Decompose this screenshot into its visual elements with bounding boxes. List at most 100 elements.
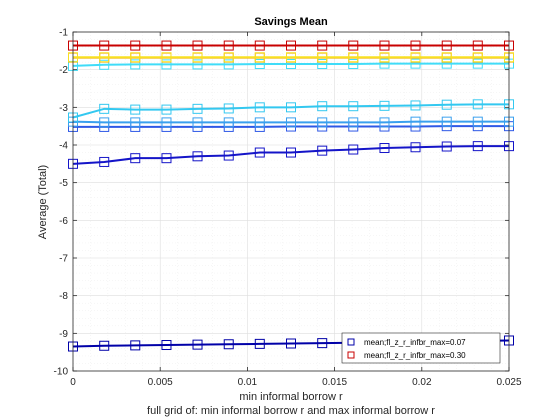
data-point-marker — [192, 103, 203, 114]
data-point-marker — [99, 156, 110, 167]
data-point-marker — [130, 117, 141, 128]
y-tick-label: -1 — [59, 28, 68, 39]
legend-box — [341, 332, 501, 364]
data-point-marker — [379, 52, 390, 63]
x-tick-label: 0.01 — [238, 377, 258, 388]
y-tick-label: -5 — [59, 178, 68, 189]
data-point-marker — [317, 40, 328, 51]
data-point-marker — [472, 116, 483, 127]
data-point-marker — [254, 52, 265, 63]
y-tick-label: -7 — [59, 254, 68, 265]
data-point-marker — [130, 104, 141, 115]
data-point-marker — [286, 117, 296, 128]
y-tick-label: -8 — [59, 291, 68, 302]
data-point-marker — [223, 103, 234, 114]
data-point-marker — [286, 59, 296, 70]
series-3 — [68, 116, 514, 128]
data-point-marker — [348, 101, 359, 112]
chart-title: Savings Mean — [254, 16, 328, 28]
data-point-marker — [286, 40, 296, 51]
data-point-marker — [348, 59, 359, 70]
data-point-marker — [254, 338, 265, 349]
series-line — [72, 62, 509, 67]
data-point-marker — [348, 40, 359, 51]
data-point-marker — [223, 59, 234, 70]
data-point-marker — [317, 117, 328, 128]
y-tick-label: -10 — [54, 367, 69, 378]
data-point-marker — [130, 59, 141, 70]
data-point-marker — [472, 141, 483, 152]
data-point-marker — [379, 143, 390, 154]
data-point-marker — [348, 117, 359, 128]
data-point-marker — [441, 116, 452, 127]
data-point-marker — [223, 339, 234, 350]
data-point-marker — [130, 340, 141, 351]
data-point-marker — [410, 52, 421, 63]
data-point-marker — [379, 58, 390, 69]
legend-label: mean;fl_z_r_infbr_max=0.07 — [364, 338, 466, 347]
data-point-marker — [192, 339, 203, 350]
data-point-marker — [130, 52, 141, 63]
data-point-marker — [317, 338, 328, 349]
y-tick-label: -3 — [59, 103, 68, 114]
data-point-marker — [99, 52, 110, 63]
data-point-marker — [192, 52, 203, 63]
series-line — [72, 103, 509, 119]
plot-area — [73, 32, 509, 371]
y-tick-label: -2 — [59, 65, 68, 76]
data-point-marker — [410, 40, 421, 51]
data-point-marker — [286, 147, 296, 158]
series-4 — [68, 99, 514, 123]
data-point-marker — [254, 102, 265, 113]
data-point-marker — [410, 58, 421, 69]
data-point-marker — [472, 99, 483, 110]
data-point-marker — [379, 100, 390, 111]
data-point-marker — [410, 142, 421, 153]
data-point-marker — [348, 52, 359, 63]
x-tick-label: 0.02 — [412, 377, 432, 388]
data-point-marker — [254, 59, 265, 70]
data-point-marker — [254, 40, 265, 51]
data-point-marker — [410, 116, 421, 127]
data-point-marker — [161, 104, 172, 115]
data-point-marker — [223, 117, 234, 128]
data-point-marker — [441, 141, 452, 152]
grid — [73, 32, 509, 371]
data-point-marker — [161, 59, 172, 70]
x-axis-label: min informal borrow r — [239, 391, 343, 403]
data-point-marker — [99, 103, 110, 114]
data-point-marker — [317, 101, 328, 112]
data-point-marker — [161, 340, 172, 351]
y-tick-label: -4 — [59, 141, 68, 152]
data-point-marker — [317, 52, 328, 63]
data-point-marker — [192, 59, 203, 70]
series-8 — [68, 40, 514, 51]
legend: mean;fl_z_r_infbr_max=0.07 mean;fl_z_r_in… — [341, 332, 501, 364]
data-point-marker — [99, 40, 110, 51]
data-point-marker — [161, 40, 172, 51]
data-point-marker — [317, 145, 328, 156]
data-point-marker — [99, 59, 110, 70]
data-point-marker — [286, 102, 296, 113]
x-tick-label: 0.005 — [148, 377, 173, 388]
data-point-marker — [161, 153, 172, 164]
data-point-marker — [317, 59, 328, 70]
data-point-marker — [223, 150, 234, 161]
data-point-marker — [130, 153, 141, 164]
x-tick-label: 0.015 — [322, 377, 347, 388]
x-tick-label: 0 — [70, 377, 76, 388]
data-point-marker — [223, 52, 234, 63]
series-group — [68, 40, 514, 352]
data-point-marker — [161, 117, 172, 128]
legend-marker — [347, 338, 355, 346]
data-point-marker — [472, 52, 483, 63]
data-point-marker — [441, 52, 452, 63]
legend-marker — [347, 351, 355, 359]
data-point-marker — [348, 144, 359, 155]
data-point-marker — [254, 117, 265, 128]
data-point-marker — [472, 58, 483, 69]
data-point-marker — [286, 338, 296, 349]
data-point-marker — [472, 40, 483, 51]
data-point-marker — [441, 40, 452, 51]
